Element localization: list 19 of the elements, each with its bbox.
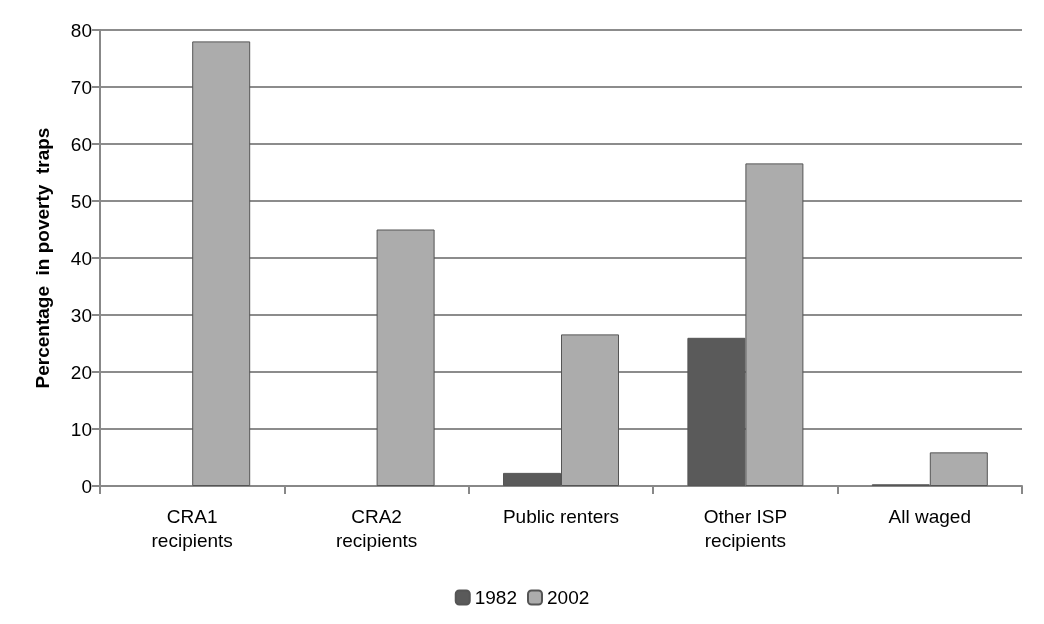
x-tick-label: All waged <box>888 505 971 527</box>
bar <box>192 41 251 486</box>
x-tick-label: CRA1 recipients <box>151 505 233 551</box>
bar <box>376 229 435 486</box>
y-tick-label: 20 <box>70 361 92 383</box>
y-tick-label: 60 <box>70 133 92 155</box>
y-tick-label: 40 <box>70 247 92 269</box>
y-tick-label: 70 <box>70 76 92 98</box>
x-tick-label: Public renters <box>502 505 620 527</box>
x-tick-label: Other ISP recipients <box>703 505 788 551</box>
legend-label: 2002 <box>547 587 590 608</box>
y-tick-label: 10 <box>70 418 92 440</box>
x-tick-label: CRA2 recipients <box>335 505 418 551</box>
y-tick-label: 30 <box>70 304 92 326</box>
y-tick-label: 0 <box>81 475 92 497</box>
y-tick-label: 50 <box>70 190 92 212</box>
y-tick-label: 80 <box>70 19 92 41</box>
y-axis-title: Percentage in poverty traps <box>32 127 53 389</box>
legend-label: 1982 <box>474 587 518 608</box>
